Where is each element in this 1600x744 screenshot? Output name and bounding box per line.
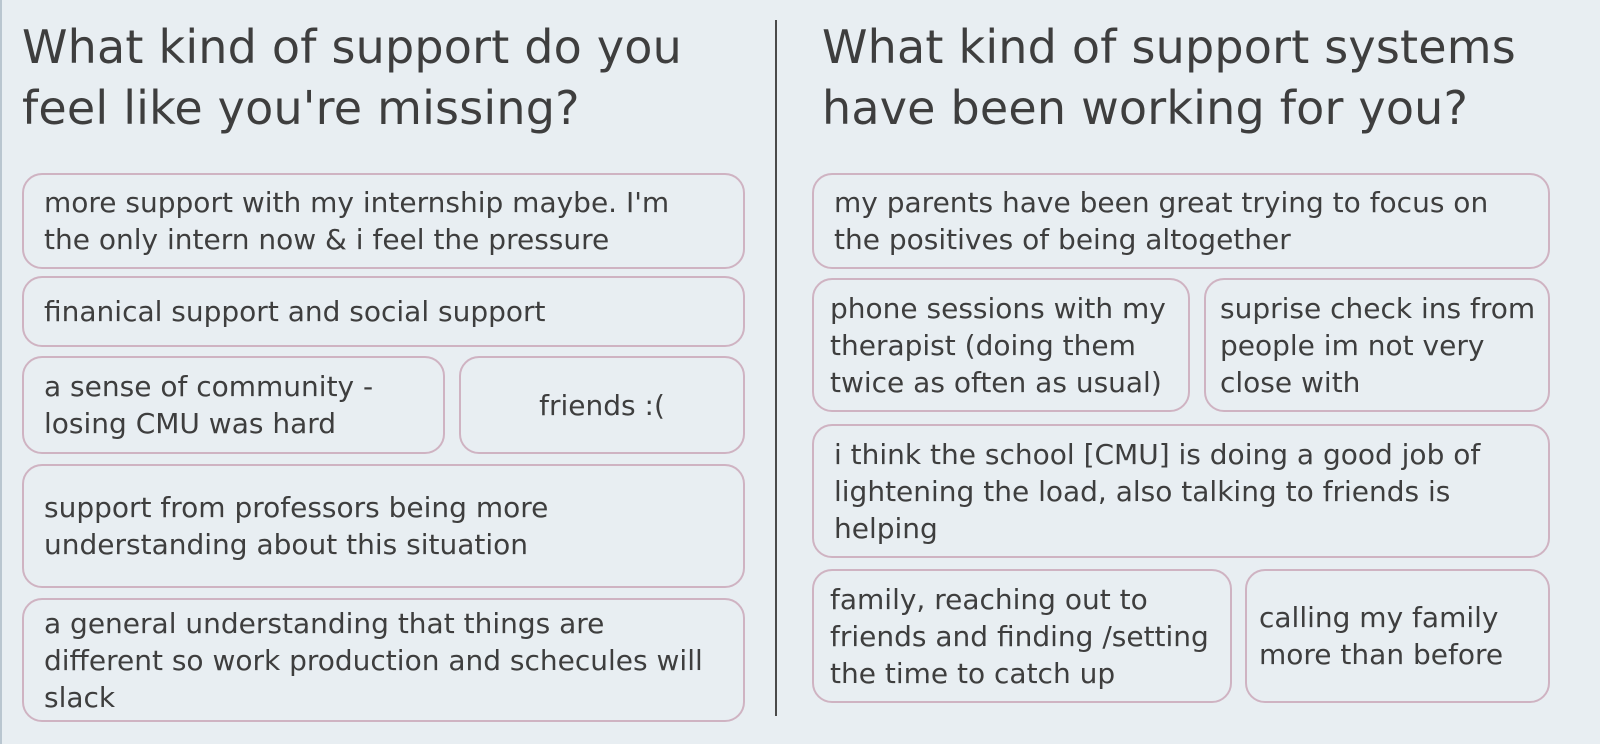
card-text: more support with my internship maybe. I… — [44, 186, 670, 256]
working-card-parents: my parents have been great trying to foc… — [812, 173, 1550, 269]
working-card-school: i think the school [CMU] is doing a good… — [812, 424, 1550, 558]
card-text: phone sessions with my therapist (doing … — [830, 291, 1166, 399]
working-card-family: family, reaching out to friends and find… — [812, 569, 1232, 703]
left-heading: What kind of support do you feel like yo… — [22, 20, 682, 135]
panel-divider — [775, 20, 777, 716]
card-text: calling my family more than before — [1259, 601, 1504, 671]
missing-card-professors: support from professors being more under… — [22, 464, 745, 588]
card-text: a general understanding that things are … — [44, 606, 703, 714]
working-card-therapist: phone sessions with my therapist (doing … — [812, 278, 1190, 412]
card-text: family, reaching out to friends and find… — [830, 582, 1209, 690]
working-card-check-ins: suprise check ins from people im not ver… — [1204, 278, 1550, 412]
missing-card-understanding: a general understanding that things are … — [22, 598, 745, 722]
card-text: a sense of community - losing CMU was ha… — [44, 370, 374, 440]
card-text: finanical support and social support — [44, 295, 546, 328]
missing-card-internship: more support with my internship maybe. I… — [22, 173, 745, 269]
missing-card-friends: friends :( — [459, 356, 745, 454]
card-text: suprise check ins from people im not ver… — [1220, 291, 1536, 399]
card-text: my parents have been great trying to foc… — [834, 186, 1489, 256]
right-heading: What kind of support systems have been w… — [822, 20, 1516, 135]
card-text: friends :( — [539, 388, 665, 422]
card-text: support from professors being more under… — [44, 491, 549, 561]
missing-card-community: a sense of community - losing CMU was ha… — [22, 356, 445, 454]
working-card-calling-family: calling my family more than before — [1245, 569, 1550, 703]
missing-card-financial: finanical support and social support — [22, 276, 745, 347]
card-text: i think the school [CMU] is doing a good… — [834, 437, 1481, 545]
left-edge-line — [0, 0, 2, 744]
